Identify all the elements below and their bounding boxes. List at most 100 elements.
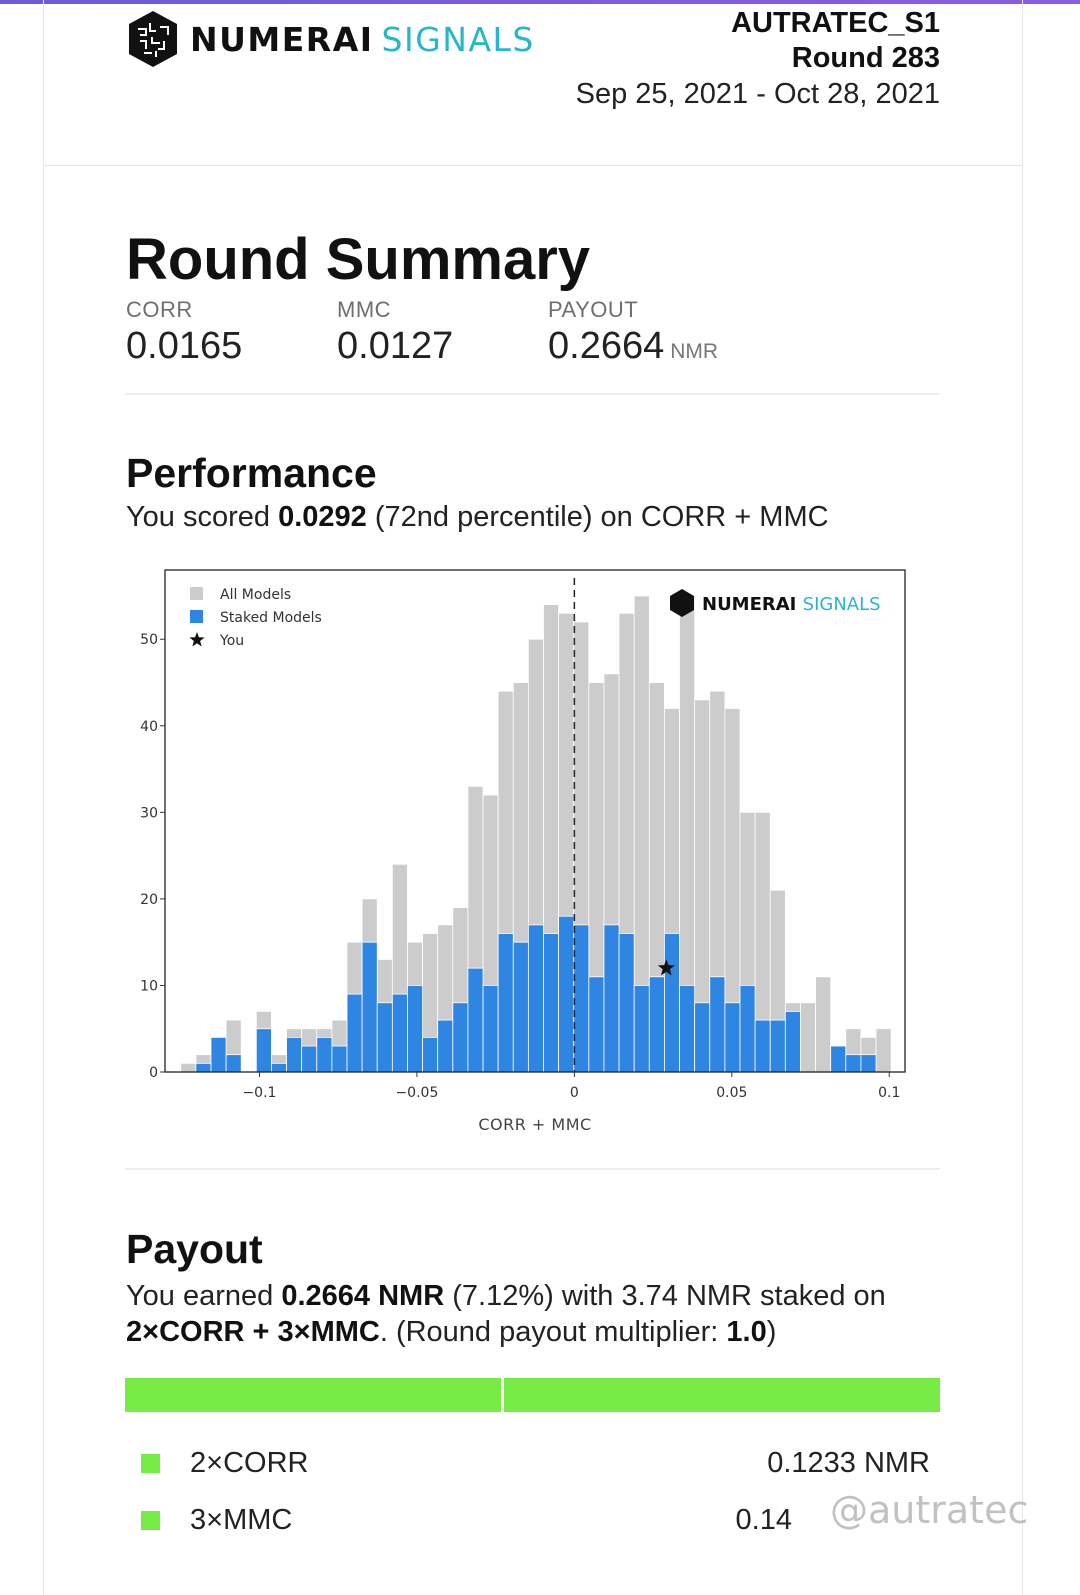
bar-staked-models — [346, 993, 363, 1073]
metric-payout: PAYOUT 0.2664 NMR — [548, 297, 718, 368]
chart-logo-cube-icon — [670, 589, 694, 617]
bar-staked-models — [769, 1019, 786, 1073]
payout-mmc-amount: 0.14 — [735, 1503, 792, 1536]
y-tick-label: 0 — [149, 1065, 158, 1081]
y-tick-label: 40 — [140, 719, 158, 735]
bar-staked-models — [573, 924, 590, 1073]
bar-staked-models — [784, 1011, 801, 1073]
y-tick-label: 30 — [140, 805, 158, 821]
top-accent-bar — [0, 0, 1080, 4]
metric-payout-value: 0.2664 — [548, 325, 665, 367]
metric-corr-label: CORR — [126, 297, 193, 322]
payout-row-corr: 2×CORR 0.1233 NMR — [141, 1445, 930, 1481]
legend-label-staked-models: Staked Models — [220, 610, 322, 626]
frame-left-border — [43, 0, 44, 1595]
metric-mmc-value: 0.0127 — [337, 325, 454, 367]
performance-score: 0.0292 — [278, 501, 367, 533]
legend-star-icon — [189, 632, 205, 647]
legend-swatch-all-models — [190, 587, 203, 600]
x-tick-label: 0.05 — [716, 1085, 747, 1101]
bar-staked-models — [271, 1062, 287, 1073]
y-tick-label: 20 — [140, 892, 158, 908]
payout-bar-corr-segment — [125, 1378, 501, 1412]
payout-sentence-line2: 2×CORR + 3×MMC. (Round payout multiplier… — [126, 1314, 776, 1350]
bar-staked-models — [255, 1028, 272, 1073]
bar-staked-models — [391, 993, 408, 1073]
payout-text-end: ) — [766, 1316, 777, 1348]
payout-bar-gap — [500, 1378, 504, 1412]
x-tick-label: 0.1 — [878, 1085, 900, 1101]
bar-staked-models — [361, 941, 378, 1073]
bar-staked-models — [830, 1045, 847, 1073]
payout-corr-label: 2×CORR — [190, 1446, 309, 1479]
watermark-text: @autratec — [830, 1488, 1029, 1532]
payout-text-post: (7.12%) with 3.74 NMR staked on — [444, 1280, 886, 1312]
bar-staked-models — [709, 976, 726, 1073]
bar-staked-models — [588, 976, 605, 1073]
performance-title: Performance — [126, 450, 377, 496]
payout-corr-amount: 0.1233 NMR — [767, 1446, 930, 1479]
bar-staked-models — [452, 1002, 469, 1073]
metric-corr-value: 0.0165 — [126, 325, 243, 367]
bar-staked-models — [845, 1054, 862, 1073]
bar-staked-models — [467, 967, 484, 1073]
metric-payout-unit: NMR — [670, 340, 719, 363]
payout-row-mmc: 3×MMC 0.14 — [141, 1502, 930, 1538]
logo-word-signals: SIGNALS — [381, 19, 535, 59]
payout-breakdown-bar — [125, 1378, 940, 1412]
bar-staked-models — [527, 924, 544, 1073]
legend-label-you: You — [219, 633, 244, 649]
bar-staked-models — [754, 1019, 771, 1073]
y-tick-label: 50 — [140, 632, 158, 648]
header-divider — [44, 165, 1022, 166]
payout-formula: 2×CORR + 3×MMC — [126, 1316, 380, 1348]
payout-multiplier: 1.0 — [726, 1316, 767, 1348]
metric-payout-label: PAYOUT — [548, 297, 639, 322]
bar-staked-models — [407, 985, 423, 1073]
bar-staked-models — [694, 1002, 711, 1073]
payout-mmc-label: 3×MMC — [190, 1503, 293, 1536]
model-name: AUTRATEC_S1 — [731, 7, 940, 39]
bar-all-models — [815, 976, 832, 1073]
numerai-signals-logo[interactable]: NUMERAI SIGNALS — [126, 9, 535, 69]
round-number: Round 283 — [791, 42, 940, 74]
legend-swatch-staked-models — [190, 610, 203, 623]
metric-mmc: MMC 0.0127 — [337, 297, 453, 368]
bar-staked-models — [437, 1019, 454, 1073]
bar-staked-models — [558, 915, 575, 1073]
bar-staked-models — [376, 1002, 393, 1073]
bar-staked-models — [618, 933, 635, 1073]
bar-staked-models — [603, 924, 620, 1073]
performance-histogram: 0 10 20 30 40 50 −0.1 −0.05 0 0.05 0.1 CORR + MMC Al… — [140, 569, 906, 1134]
bar-staked-models — [301, 1045, 318, 1073]
bar-staked-models — [331, 1045, 348, 1073]
bar-staked-models — [210, 1036, 227, 1073]
bar-staked-models — [482, 985, 499, 1073]
performance-text-post: (72nd percentile) on CORR + MMC — [366, 501, 829, 533]
payout-earned: 0.2664 NMR — [281, 1280, 445, 1312]
metric-corr: CORR 0.0165 — [126, 297, 242, 368]
payout-title: Payout — [126, 1226, 263, 1272]
payout-text-mid: . (Round payout multiplier: — [379, 1316, 727, 1348]
bar-staked-models — [739, 985, 756, 1073]
bar-staked-models — [195, 1062, 212, 1073]
payout-sentence-line1: You earned 0.2664 NMR (7.12%) with 3.74 … — [126, 1278, 886, 1314]
bar-staked-models — [422, 1036, 439, 1073]
x-tick-label: 0 — [570, 1085, 579, 1101]
you-star-marker — [657, 959, 675, 976]
bar-staked-models — [633, 985, 650, 1073]
bar-all-models — [875, 1028, 892, 1073]
bar-staked-models — [664, 933, 680, 1073]
x-axis-label: CORR + MMC — [478, 1115, 591, 1134]
performance-sentence: You scored 0.0292 (72nd percentile) on C… — [126, 499, 829, 535]
y-tick-label: 10 — [140, 978, 158, 994]
payout-text-pre: You earned — [126, 1280, 282, 1312]
bar-staked-models — [679, 985, 696, 1073]
bar-staked-models — [860, 1054, 877, 1073]
plot-frame — [164, 569, 906, 1073]
round-info: AUTRATEC_S1 Round 283 Sep 25, 2021 - Oct… — [576, 6, 940, 112]
round-summary-title: Round Summary — [126, 227, 591, 292]
payout-bar-mmc-segment — [503, 1378, 940, 1412]
chart-logo-wordmark: NUMERAI SIGNALS — [702, 594, 881, 615]
bar-staked-models — [225, 1054, 242, 1073]
